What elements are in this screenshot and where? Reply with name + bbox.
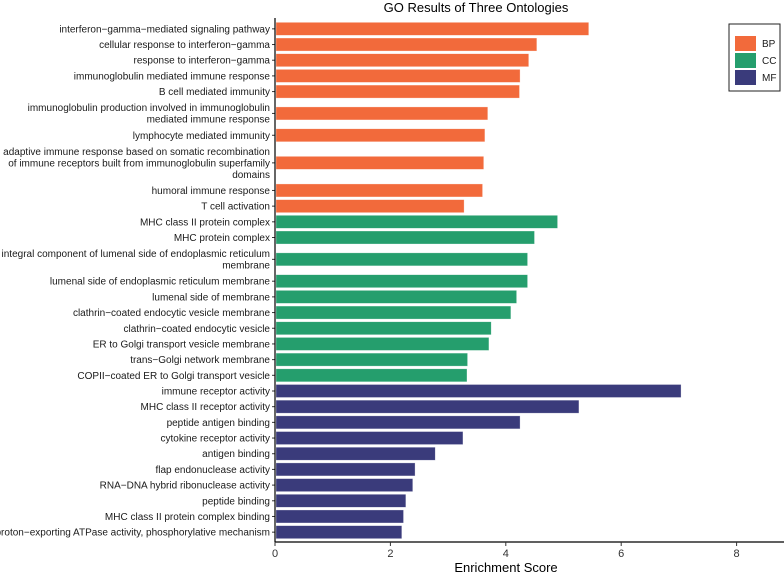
y-tick-label: immunoglobulin production involved in im… <box>28 103 271 126</box>
y-tick-label: response to interferon−gamma <box>134 56 271 67</box>
y-tick-label: MHC protein complex <box>174 233 270 244</box>
y-tick-label: MHC class II receptor activity <box>141 402 270 413</box>
y-tick-label: B cell mediated immunity <box>159 87 270 98</box>
y-tick-label: ER to Golgi transport vesicle membrane <box>93 339 271 350</box>
y-tick-label: proton−exporting ATPase activity, phosph… <box>0 528 270 539</box>
y-tick-label: COPII−coated ER to Golgi transport vesic… <box>77 371 270 382</box>
y-tick-label: immune receptor activity <box>162 386 270 397</box>
y-tick-label: integral component of lumenal side of en… <box>2 249 271 272</box>
x-axis: 0 2 4 6 8 <box>272 18 784 560</box>
legend-label-mf: MF <box>762 73 776 84</box>
y-tick-label: interferon−gamma−mediated signaling path… <box>59 24 270 35</box>
legend-swatch-bp <box>735 36 756 51</box>
bars-group <box>275 22 682 539</box>
x-tick-label: 0 <box>272 548 278 560</box>
y-tick-label: lumenal side of membrane <box>152 292 270 303</box>
bar-mf <box>275 509 404 524</box>
bar-cc <box>275 230 535 245</box>
bar-cc <box>275 305 512 320</box>
bar-bp <box>275 37 538 52</box>
x-axis-label: Enrichment Score <box>454 560 557 575</box>
y-tick-label: lumenal side of endoplasmic reticulum me… <box>50 277 271 288</box>
bar-cc <box>275 274 528 288</box>
bar-mf <box>275 478 414 492</box>
bar-cc <box>275 352 468 367</box>
legend-swatch-cc <box>735 53 756 68</box>
bar-cc <box>275 337 490 351</box>
bar-mf <box>275 384 682 398</box>
y-tick-label: humoral immune response <box>152 186 271 197</box>
y-tick-label: cytokine receptor activity <box>161 434 271 445</box>
y-tick-label: adaptive immune response based on somati… <box>3 147 270 181</box>
x-tick-label: 6 <box>618 548 624 560</box>
y-tick-label: T cell activation <box>201 202 270 213</box>
legend-label-bp: BP <box>762 39 776 50</box>
legend: BP CC MF <box>728 23 781 92</box>
bar-mf <box>275 399 580 414</box>
bar-mf <box>275 446 436 461</box>
x-tick-label: 2 <box>387 548 393 560</box>
bar-cc <box>275 215 558 229</box>
bar-bp <box>275 69 521 83</box>
bar-bp <box>275 199 465 213</box>
x-tick-label: 8 <box>734 548 740 560</box>
bar-bp <box>275 106 489 121</box>
bar-mf <box>275 431 464 445</box>
bar-bp <box>275 183 483 198</box>
bar-mf <box>275 462 416 477</box>
y-tick-label: flap endonuclease activity <box>155 465 270 476</box>
y-tick-label: RNA−DNA hybrid ribonuclease activity <box>100 481 270 492</box>
bar-cc <box>275 368 468 383</box>
bar-mf <box>275 493 407 508</box>
x-tick-label: 4 <box>503 548 509 560</box>
y-axis-labels: interferon−gamma−mediated signaling path… <box>0 24 275 539</box>
y-tick-label: MHC class II protein complex binding <box>105 512 270 523</box>
y-tick-label: MHC class II protein complex <box>140 217 270 228</box>
bar-mf <box>275 415 521 430</box>
y-tick-label: immunoglobulin mediated immune response <box>74 71 271 82</box>
y-tick-label: clathrin−coated endocytic vesicle <box>124 324 271 335</box>
y-tick-label: peptide antigen binding <box>167 418 270 429</box>
bar-bp <box>275 84 520 99</box>
y-tick-label: peptide binding <box>202 496 270 507</box>
y-tick-label: antigen binding <box>202 449 270 460</box>
bar-cc <box>275 290 517 304</box>
bar-bp <box>275 22 590 36</box>
bar-bp <box>275 128 486 143</box>
y-tick-label: trans−Golgi network membrane <box>130 355 270 366</box>
y-tick-label: lymphocyte mediated immunity <box>133 131 270 142</box>
bar-bp <box>275 156 485 170</box>
bar-cc <box>275 252 528 267</box>
y-tick-label: clathrin−coated endocytic vesicle membra… <box>73 308 270 319</box>
bar-cc <box>275 321 492 336</box>
legend-swatch-mf <box>735 70 756 85</box>
bar-mf <box>275 525 403 539</box>
chart-title: GO Results of Three Ontologies <box>384 0 569 15</box>
bar-bp <box>275 53 530 68</box>
legend-label-cc: CC <box>762 56 776 67</box>
y-tick-label: cellular response to interferon−gamma <box>99 40 270 51</box>
